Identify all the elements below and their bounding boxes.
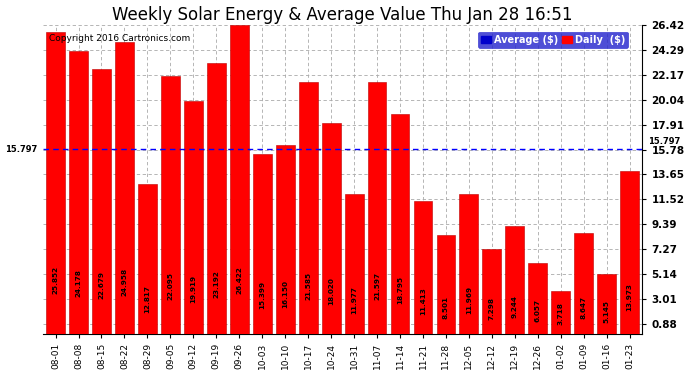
Text: Copyright 2016 Cartronics.com: Copyright 2016 Cartronics.com <box>49 34 190 44</box>
Text: 21.597: 21.597 <box>374 272 380 300</box>
Bar <box>69 51 88 334</box>
Text: 6.057: 6.057 <box>535 299 541 322</box>
Text: 24.958: 24.958 <box>121 267 128 296</box>
Bar <box>230 25 248 334</box>
Bar <box>598 274 616 334</box>
Text: 8.647: 8.647 <box>581 296 586 318</box>
Bar <box>276 145 295 334</box>
Bar <box>413 201 433 334</box>
Bar <box>92 69 111 334</box>
Text: 22.679: 22.679 <box>99 271 104 299</box>
Bar <box>460 194 478 334</box>
Bar <box>345 194 364 334</box>
Text: 15.797: 15.797 <box>648 137 680 146</box>
Text: 25.852: 25.852 <box>52 266 59 294</box>
Bar <box>437 235 455 334</box>
Legend: Average ($), Daily  ($): Average ($), Daily ($) <box>478 32 629 48</box>
Bar <box>299 82 317 334</box>
Bar <box>506 226 524 334</box>
Bar <box>482 249 502 334</box>
Text: 5.145: 5.145 <box>604 300 610 323</box>
Title: Weekly Solar Energy & Average Value Thu Jan 28 16:51: Weekly Solar Energy & Average Value Thu … <box>112 6 573 24</box>
Bar <box>620 171 639 334</box>
Text: 11.977: 11.977 <box>351 286 357 314</box>
Text: 23.192: 23.192 <box>213 270 219 298</box>
Text: 11.413: 11.413 <box>420 287 426 315</box>
Text: 22.095: 22.095 <box>168 272 173 300</box>
Text: 19.919: 19.919 <box>190 274 197 303</box>
Text: 15.399: 15.399 <box>259 281 265 309</box>
Text: 16.150: 16.150 <box>282 280 288 308</box>
Text: 18.795: 18.795 <box>397 276 403 304</box>
Bar <box>161 76 180 334</box>
Bar <box>391 114 409 334</box>
Bar <box>574 233 593 334</box>
Text: 13.973: 13.973 <box>627 283 633 311</box>
Bar <box>529 263 547 334</box>
Bar <box>253 154 272 334</box>
Bar <box>322 123 341 334</box>
Text: 3.718: 3.718 <box>558 303 564 326</box>
Bar <box>207 63 226 334</box>
Bar <box>115 42 134 334</box>
Bar <box>46 32 65 334</box>
Text: 8.501: 8.501 <box>443 296 449 319</box>
Text: 24.178: 24.178 <box>75 269 81 297</box>
Text: 26.422: 26.422 <box>236 266 242 294</box>
Text: 12.817: 12.817 <box>144 285 150 313</box>
Text: 21.585: 21.585 <box>305 272 311 300</box>
Text: 18.020: 18.020 <box>328 278 334 305</box>
Text: 7.298: 7.298 <box>489 297 495 320</box>
Text: 15.797: 15.797 <box>5 145 37 154</box>
Text: 9.244: 9.244 <box>512 295 518 318</box>
Text: 11.969: 11.969 <box>466 286 472 314</box>
Bar <box>551 291 570 334</box>
Bar <box>138 184 157 334</box>
Bar <box>184 101 203 334</box>
Bar <box>368 81 386 334</box>
